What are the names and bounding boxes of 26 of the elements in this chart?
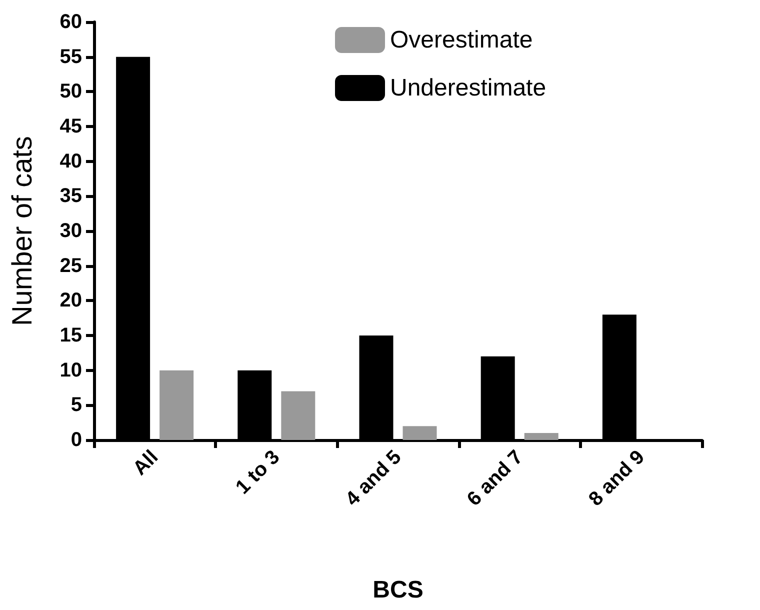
x-tick-label: 6 and 7 <box>463 446 528 510</box>
y-tick-label: 15 <box>60 324 82 346</box>
legend-label: Underestimate <box>390 74 546 102</box>
x-tick-label: 8 and 9 <box>584 446 649 510</box>
x-tick-label: 1 to 3 <box>232 446 284 499</box>
y-tick-label: 0 <box>70 429 82 451</box>
y-tick-label: 55 <box>60 46 82 68</box>
y-tick-label: 10 <box>60 359 82 382</box>
y-tick-label: 30 <box>60 220 82 242</box>
y-tick-label: 50 <box>60 80 82 103</box>
legend-label: Overestimate <box>390 26 533 54</box>
y-tick-label: 60 <box>60 11 82 33</box>
bar <box>524 433 558 440</box>
bar <box>402 426 437 440</box>
y-tick-label: 25 <box>60 254 82 277</box>
y-tick-label: 20 <box>60 290 82 312</box>
bar <box>160 370 194 440</box>
y-tick-label: 5 <box>70 394 82 416</box>
bar <box>281 391 316 440</box>
y-axis-title: Number of cats <box>6 136 38 326</box>
y-tick-label: 35 <box>60 185 82 208</box>
x-axis-title: BCS <box>372 576 424 604</box>
x-tick-label: All <box>128 446 163 480</box>
y-tick-label: 45 <box>60 116 82 138</box>
y-tick-label: 40 <box>60 150 82 172</box>
x-tick-label: 4 and 5 <box>342 446 406 510</box>
